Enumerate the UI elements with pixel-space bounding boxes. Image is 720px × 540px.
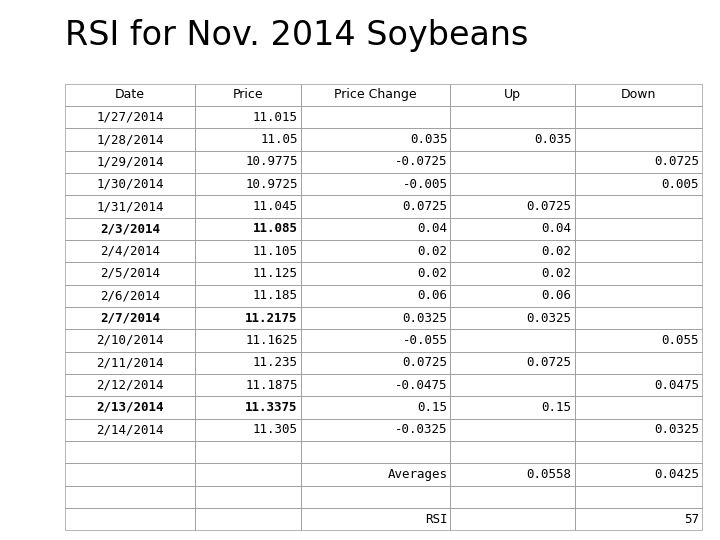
Text: 2/6/2014: 2/6/2014 [100,289,160,302]
Text: Down: Down [621,89,656,102]
Text: 0.02: 0.02 [541,267,572,280]
Text: 11.3375: 11.3375 [246,401,297,414]
Text: 2/4/2014: 2/4/2014 [100,245,160,258]
Text: 11.1875: 11.1875 [246,379,297,392]
Text: Price Change: Price Change [334,89,417,102]
Text: 11.05: 11.05 [260,133,297,146]
Text: -0.005: -0.005 [402,178,447,191]
Text: 1/31/2014: 1/31/2014 [96,200,164,213]
Text: 0.06: 0.06 [418,289,447,302]
Text: 0.04: 0.04 [418,222,447,235]
Text: 0.0325: 0.0325 [654,423,699,436]
Text: 0.02: 0.02 [418,245,447,258]
Text: -0.0325: -0.0325 [395,423,447,436]
Text: 11.2175: 11.2175 [246,312,297,325]
Text: 2/5/2014: 2/5/2014 [100,267,160,280]
Text: 0.055: 0.055 [662,334,699,347]
Text: -0.0725: -0.0725 [395,156,447,168]
Text: 11.125: 11.125 [253,267,297,280]
Text: 0.035: 0.035 [410,133,447,146]
Text: 0.005: 0.005 [662,178,699,191]
Text: -0.055: -0.055 [402,334,447,347]
Text: Averages: Averages [387,468,447,481]
Text: 0.02: 0.02 [418,267,447,280]
Text: 11.1625: 11.1625 [246,334,297,347]
Text: 11.085: 11.085 [253,222,297,235]
Text: 0.0725: 0.0725 [527,356,572,369]
Text: Price: Price [233,89,264,102]
Text: 1/30/2014: 1/30/2014 [96,178,164,191]
Text: Up: Up [504,89,521,102]
Text: 0.0325: 0.0325 [402,312,447,325]
Text: 0.0725: 0.0725 [402,356,447,369]
Text: 10.9725: 10.9725 [246,178,297,191]
Text: 1/29/2014: 1/29/2014 [96,156,164,168]
Text: 0.0558: 0.0558 [527,468,572,481]
Text: 11.105: 11.105 [253,245,297,258]
Text: -0.0475: -0.0475 [395,379,447,392]
Text: 2/11/2014: 2/11/2014 [96,356,164,369]
Text: 0.0725: 0.0725 [527,200,572,213]
Text: 0.035: 0.035 [534,133,572,146]
Text: 11.305: 11.305 [253,423,297,436]
Text: 0.15: 0.15 [418,401,447,414]
Text: 2/14/2014: 2/14/2014 [96,423,164,436]
Text: 1/28/2014: 1/28/2014 [96,133,164,146]
Text: 1/27/2014: 1/27/2014 [96,111,164,124]
Text: RSI: RSI [425,512,447,525]
Text: Date: Date [115,89,145,102]
Text: 57: 57 [684,512,699,525]
Text: 2/7/2014: 2/7/2014 [100,312,160,325]
Text: 0.04: 0.04 [541,222,572,235]
Text: 0.0725: 0.0725 [654,156,699,168]
Text: 11.235: 11.235 [253,356,297,369]
Text: 11.185: 11.185 [253,289,297,302]
Text: 2/13/2014: 2/13/2014 [96,401,164,414]
Text: RSI for Nov. 2014 Soybeans: RSI for Nov. 2014 Soybeans [65,19,528,52]
Text: 0.02: 0.02 [541,245,572,258]
Text: 0.15: 0.15 [541,401,572,414]
Text: 0.0725: 0.0725 [402,200,447,213]
Text: 10.9775: 10.9775 [246,156,297,168]
Text: 0.0325: 0.0325 [527,312,572,325]
Text: 2/10/2014: 2/10/2014 [96,334,164,347]
Text: 11.015: 11.015 [253,111,297,124]
Text: 0.0475: 0.0475 [654,379,699,392]
Text: 0.06: 0.06 [541,289,572,302]
Text: 11.045: 11.045 [253,200,297,213]
Text: 2/3/2014: 2/3/2014 [100,222,160,235]
Text: 0.0425: 0.0425 [654,468,699,481]
Text: 2/12/2014: 2/12/2014 [96,379,164,392]
